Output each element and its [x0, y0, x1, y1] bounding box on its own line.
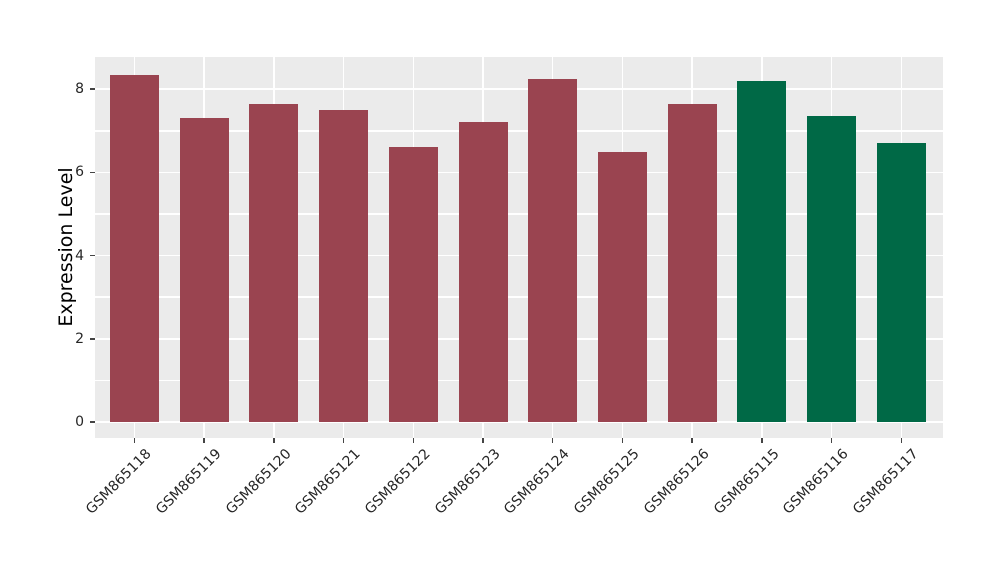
x-tick-mark: [203, 438, 205, 443]
x-tick-label-GSM865126: GSM865126: [640, 446, 713, 518]
x-tick-label-GSM865116: GSM865116: [780, 446, 853, 518]
x-tick-label-GSM865120: GSM865120: [222, 446, 295, 518]
x-tick-mark: [830, 438, 833, 443]
y-tick-label: 8: [75, 81, 84, 98]
x-tick-mark: [133, 438, 136, 443]
bar-GSM865116: [807, 116, 857, 422]
y-tick-mark: [90, 338, 95, 340]
x-tick-label-GSM865115: GSM865115: [710, 446, 783, 518]
bar-GSM865124: [528, 78, 578, 422]
x-tick-label-GSM865121: GSM865121: [292, 446, 364, 518]
x-tick-mark: [621, 438, 624, 443]
y-tick-mark: [90, 88, 95, 90]
x-tick-mark: [900, 438, 903, 443]
bar-GSM865122: [388, 147, 438, 422]
y-tick-mark: [90, 254, 95, 257]
horizontal-gridline: [95, 130, 943, 132]
x-tick-mark: [551, 438, 554, 443]
x-tick-mark: [412, 438, 414, 443]
x-tick-label-GSM865123: GSM865123: [431, 446, 504, 518]
y-tick-label: 0: [75, 414, 84, 430]
bar-GSM865123: [458, 122, 508, 422]
horizontal-gridline: [95, 379, 943, 382]
x-tick-mark: [482, 438, 484, 443]
horizontal-gridline: [95, 254, 943, 257]
horizontal-gridline: [95, 421, 943, 423]
x-tick-mark: [273, 438, 275, 443]
x-tick-mark: [761, 438, 763, 443]
y-tick-label: 2: [75, 330, 84, 347]
y-tick-label: 6: [75, 164, 84, 181]
x-tick-label-GSM865117: GSM865117: [850, 446, 922, 518]
horizontal-gridline: [95, 213, 943, 215]
horizontal-gridline: [95, 88, 943, 90]
bar-GSM865115: [737, 80, 787, 422]
bar-GSM865117: [876, 143, 926, 422]
y-tick-mark: [90, 171, 95, 174]
x-tick-label-GSM865124: GSM865124: [501, 446, 574, 518]
x-tick-mark: [342, 438, 345, 443]
horizontal-gridline: [95, 338, 943, 340]
bar-GSM865119: [179, 118, 229, 422]
bar-GSM865125: [597, 151, 647, 422]
horizontal-gridline: [95, 296, 943, 298]
bar-GSM865126: [667, 103, 717, 422]
x-tick-mark: [691, 438, 693, 443]
horizontal-gridline: [95, 171, 943, 174]
y-tick-mark: [90, 421, 95, 423]
bar-GSM865120: [249, 103, 299, 422]
plot-area: [95, 57, 943, 438]
bar-GSM865118: [109, 74, 159, 422]
x-tick-label-GSM865122: GSM865122: [361, 446, 434, 518]
x-tick-label-GSM865119: GSM865119: [152, 446, 225, 518]
x-tick-label-GSM865125: GSM865125: [571, 446, 643, 518]
x-tick-label-GSM865118: GSM865118: [83, 446, 155, 518]
bar-GSM865121: [319, 110, 369, 422]
y-tick-label: 4: [75, 247, 84, 264]
